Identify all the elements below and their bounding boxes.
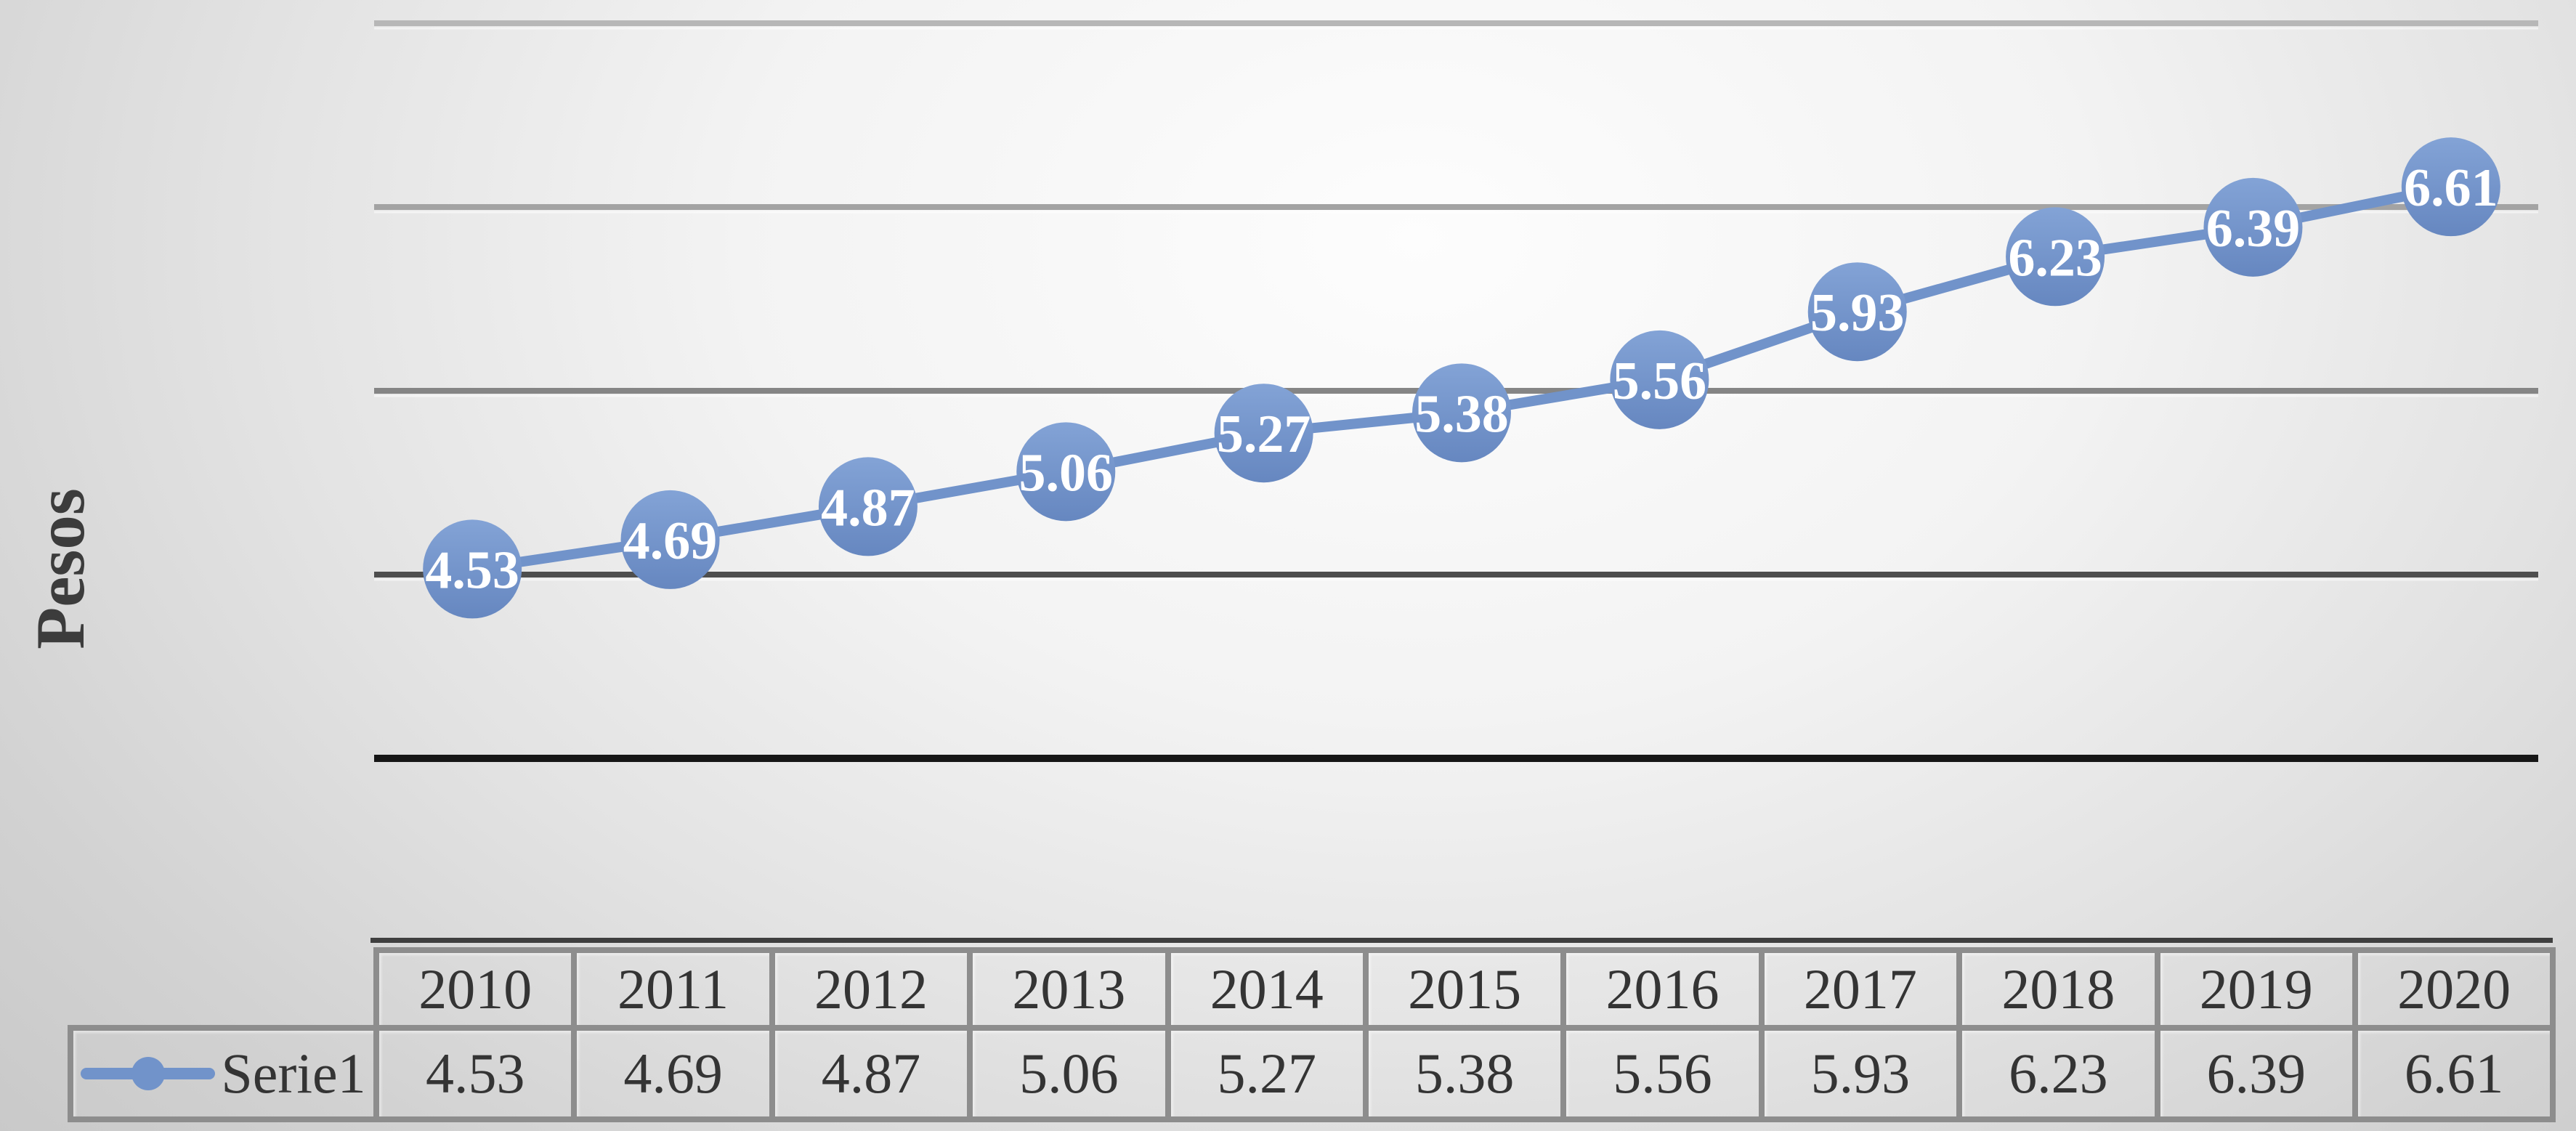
- legend: Serie1: [73, 1041, 373, 1106]
- data-point-markers-group: [423, 137, 2500, 619]
- gridlines-group: [374, 20, 2538, 581]
- data-label: 5.38: [1414, 384, 1509, 444]
- year-header-cell: 2013: [967, 947, 1171, 1031]
- legend-series-label: Serie1: [221, 1042, 366, 1105]
- table-top-accent-border: [370, 938, 2553, 943]
- table-header-row: 2010 2011 2012 2013 2014 2015 2016 2017 2018 2019…: [70, 947, 2556, 1031]
- data-point-marker: [423, 519, 522, 619]
- data-label: 5.27: [1217, 405, 1311, 464]
- year-header-cell: 2017: [1758, 947, 1963, 1031]
- data-label: 5.06: [1019, 443, 1114, 503]
- data-label: 4.87: [821, 478, 915, 538]
- data-label: 4.69: [623, 511, 718, 571]
- year-header-cell: 2010: [373, 947, 578, 1031]
- value-cell: 4.53: [373, 1025, 578, 1122]
- year-header-cell: 2018: [1956, 947, 2160, 1031]
- data-label: 6.39: [2206, 199, 2301, 259]
- value-cell: 5.93: [1758, 1025, 1963, 1122]
- legend-series-line-marker: [81, 1057, 216, 1090]
- data-label: 6.23: [2008, 228, 2102, 288]
- year-header-cell: 2015: [1362, 947, 1567, 1031]
- value-cell: 6.39: [2154, 1025, 2358, 1122]
- year-header-cell: 2019: [2154, 947, 2358, 1031]
- data-point-marker: [1016, 422, 1116, 522]
- value-cell: 4.87: [769, 1025, 973, 1122]
- data-point-marker: [2203, 177, 2303, 277]
- value-cell: 5.38: [1362, 1025, 1567, 1122]
- value-cell: 6.61: [2352, 1025, 2556, 1122]
- data-point-marker: [818, 457, 918, 556]
- year-header-cell: 2020: [2352, 947, 2556, 1031]
- value-cell: 6.23: [1956, 1025, 2160, 1122]
- value-cell: 5.27: [1165, 1025, 1369, 1122]
- data-point-marker: [2401, 137, 2500, 237]
- value-cell: 5.06: [967, 1025, 1171, 1122]
- year-header-cell: 2012: [769, 947, 973, 1031]
- data-table: 2010 2011 2012 2013 2014 2015 2016 2017 2018 2019…: [68, 947, 2556, 1122]
- year-header-cell: 2016: [1560, 947, 1765, 1031]
- value-cell: 4.69: [571, 1025, 775, 1122]
- data-label: 6.61: [2404, 158, 2498, 218]
- legend-series-dot-marker: [131, 1057, 165, 1090]
- legend-cell: Serie1: [68, 1025, 379, 1122]
- data-point-marker: [1412, 363, 1511, 463]
- data-point-marker: [1807, 262, 1907, 362]
- data-point-marker: [620, 490, 720, 589]
- data-point-marker: [1610, 330, 1709, 429]
- year-header-cell: 2014: [1165, 947, 1369, 1031]
- data-label: 5.56: [1613, 352, 1707, 411]
- table-header-spacer-cell: [70, 950, 376, 1028]
- data-label: 4.53: [425, 540, 519, 600]
- data-point-marker: [1214, 384, 1313, 483]
- data-point-marker: [2006, 207, 2105, 307]
- year-header-cell: 2011: [571, 947, 775, 1031]
- table-value-row: Serie1 4.53 4.69 4.87 5.06 5.27 5.38 5.56 5.93 6.…: [68, 1025, 2556, 1122]
- data-labels-group: 4.53 4.69 4.87 5.06 5.27 5.38 5.56 5.93 6.23 6.39…: [425, 158, 2498, 600]
- data-label: 5.93: [1810, 283, 1905, 343]
- value-cell: 5.56: [1560, 1025, 1765, 1122]
